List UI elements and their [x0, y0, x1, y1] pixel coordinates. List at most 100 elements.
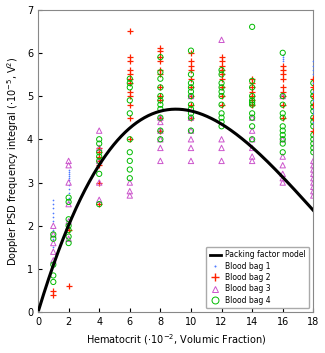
Point [311, 100, 316, 105]
Point [66, 195, 71, 201]
Point [311, 180, 316, 185]
Point [97, 201, 102, 207]
Point [51, 236, 56, 241]
Point [311, 85, 316, 90]
Point [97, 145, 102, 151]
Point [250, 24, 255, 30]
Point [311, 93, 316, 99]
Point [127, 59, 132, 64]
Point [188, 115, 194, 120]
Point [158, 59, 163, 64]
Point [250, 154, 255, 160]
Point [311, 115, 316, 120]
Point [311, 158, 316, 164]
Point [280, 63, 285, 68]
Point [311, 89, 316, 95]
Point [280, 50, 285, 56]
Point [127, 137, 132, 142]
Point [127, 54, 132, 60]
Point [158, 145, 163, 151]
Point [158, 67, 163, 73]
Point [250, 89, 255, 95]
Point [280, 110, 285, 116]
Point [280, 93, 285, 99]
Point [158, 115, 163, 120]
Point [97, 154, 102, 160]
Point [127, 149, 132, 155]
Point [127, 76, 132, 82]
Point [311, 162, 316, 168]
Point [311, 171, 316, 177]
Point [250, 93, 255, 99]
Point [250, 137, 255, 142]
Point [97, 162, 102, 168]
Point [127, 89, 132, 95]
Point [127, 97, 132, 103]
Point [97, 145, 102, 151]
Point [311, 119, 316, 125]
Point [311, 106, 316, 112]
Point [219, 67, 224, 73]
Point [250, 78, 255, 84]
Point [311, 102, 316, 108]
Point [219, 76, 224, 82]
Point [188, 48, 194, 53]
Point [280, 56, 285, 62]
Point [219, 145, 224, 151]
Point [66, 236, 71, 241]
Point [250, 97, 255, 103]
Point [66, 219, 71, 224]
Point [280, 137, 285, 142]
Point [250, 97, 255, 103]
Point [188, 76, 194, 82]
Point [127, 193, 132, 198]
Point [311, 93, 316, 99]
Point [97, 180, 102, 185]
Point [51, 279, 56, 285]
Point [66, 191, 71, 196]
Point [51, 236, 56, 241]
Point [158, 128, 163, 133]
Point [97, 197, 102, 203]
Legend: Packing factor model, Blood bag 1, Blood bag 2, Blood bag 3, Blood bag 4: Packing factor model, Blood bag 1, Blood… [206, 247, 309, 309]
Point [311, 137, 316, 142]
Point [188, 80, 194, 86]
Point [250, 158, 255, 164]
Point [280, 52, 285, 58]
Point [97, 137, 102, 142]
Point [250, 85, 255, 90]
Point [158, 72, 163, 77]
Point [127, 28, 132, 34]
Point [158, 97, 163, 103]
Point [66, 283, 71, 289]
Point [127, 110, 132, 116]
Point [66, 180, 71, 185]
Point [188, 67, 194, 73]
Point [219, 110, 224, 116]
Point [51, 219, 56, 224]
Point [219, 37, 224, 43]
Point [66, 195, 71, 201]
Point [66, 162, 71, 168]
Point [127, 102, 132, 108]
Point [311, 128, 316, 133]
X-axis label: Hematocrit ($\cdot$10$^{-2}$, Volumic Fraction): Hematocrit ($\cdot$10$^{-2}$, Volumic Fr… [85, 333, 266, 347]
Point [127, 180, 132, 185]
Point [51, 197, 56, 203]
Point [250, 145, 255, 151]
Point [250, 137, 255, 142]
Point [188, 110, 194, 116]
Point [66, 169, 71, 174]
Point [51, 240, 56, 246]
Point [66, 234, 71, 239]
Point [311, 95, 316, 101]
Point [280, 141, 285, 146]
Point [219, 124, 224, 129]
Point [311, 115, 316, 120]
Point [219, 72, 224, 77]
Point [97, 158, 102, 164]
Point [158, 137, 163, 142]
Point [127, 67, 132, 73]
Point [51, 210, 56, 216]
Point [188, 85, 194, 90]
